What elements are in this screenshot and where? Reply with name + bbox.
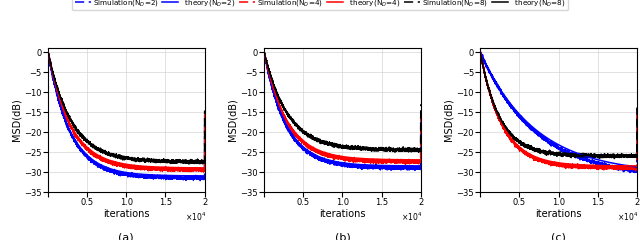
- Text: (c): (c): [551, 232, 566, 240]
- Text: (b): (b): [335, 232, 350, 240]
- Y-axis label: MSD(dB): MSD(dB): [444, 99, 454, 141]
- Y-axis label: MSD(dB): MSD(dB): [227, 99, 237, 141]
- X-axis label: iterations: iterations: [103, 209, 150, 219]
- Text: $\times10^4$: $\times10^4$: [185, 211, 206, 223]
- Legend: Simulation(N$_D$=2),   theory(N$_D$=2), Simulation(N$_D$=4),   theory(N$_D$=4), : Simulation(N$_D$=2), theory(N$_D$=2), Si…: [72, 0, 568, 10]
- Text: $\times10^4$: $\times10^4$: [401, 211, 422, 223]
- Text: (a): (a): [118, 232, 134, 240]
- Y-axis label: MSD(dB): MSD(dB): [12, 99, 21, 141]
- X-axis label: iterations: iterations: [319, 209, 365, 219]
- X-axis label: iterations: iterations: [535, 209, 582, 219]
- Text: $\times10^4$: $\times10^4$: [617, 211, 638, 223]
